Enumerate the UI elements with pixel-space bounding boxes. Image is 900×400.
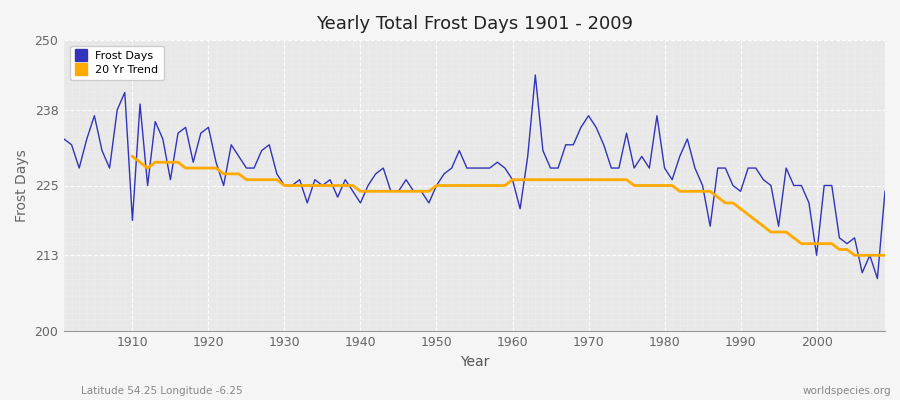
X-axis label: Year: Year	[460, 355, 490, 369]
20 Yr Trend	[575, 177, 586, 182]
Frost Days	[507, 177, 517, 182]
20 Yr Trend	[272, 177, 283, 182]
Text: Latitude 54.25 Longitude -6.25: Latitude 54.25 Longitude -6.25	[81, 386, 243, 396]
Frost Days	[286, 183, 297, 188]
Text: worldspecies.org: worldspecies.org	[803, 386, 891, 396]
Frost Days	[879, 189, 890, 194]
Frost Days	[58, 136, 69, 141]
Title: Yearly Total Frost Days 1901 - 2009: Yearly Total Frost Days 1901 - 2009	[316, 15, 633, 33]
Frost Days	[606, 166, 616, 170]
Y-axis label: Frost Days: Frost Days	[15, 149, 29, 222]
20 Yr Trend	[127, 154, 138, 159]
20 Yr Trend	[850, 253, 860, 258]
20 Yr Trend	[842, 247, 852, 252]
Frost Days	[500, 166, 510, 170]
Line: Frost Days: Frost Days	[64, 75, 885, 278]
Frost Days	[872, 276, 883, 281]
Frost Days	[332, 195, 343, 200]
Frost Days	[530, 73, 541, 78]
Line: 20 Yr Trend: 20 Yr Trend	[132, 156, 885, 255]
Legend: Frost Days, 20 Yr Trend: Frost Days, 20 Yr Trend	[69, 46, 164, 80]
20 Yr Trend	[515, 177, 526, 182]
20 Yr Trend	[819, 241, 830, 246]
20 Yr Trend	[302, 183, 312, 188]
Frost Days	[120, 90, 130, 95]
20 Yr Trend	[879, 253, 890, 258]
